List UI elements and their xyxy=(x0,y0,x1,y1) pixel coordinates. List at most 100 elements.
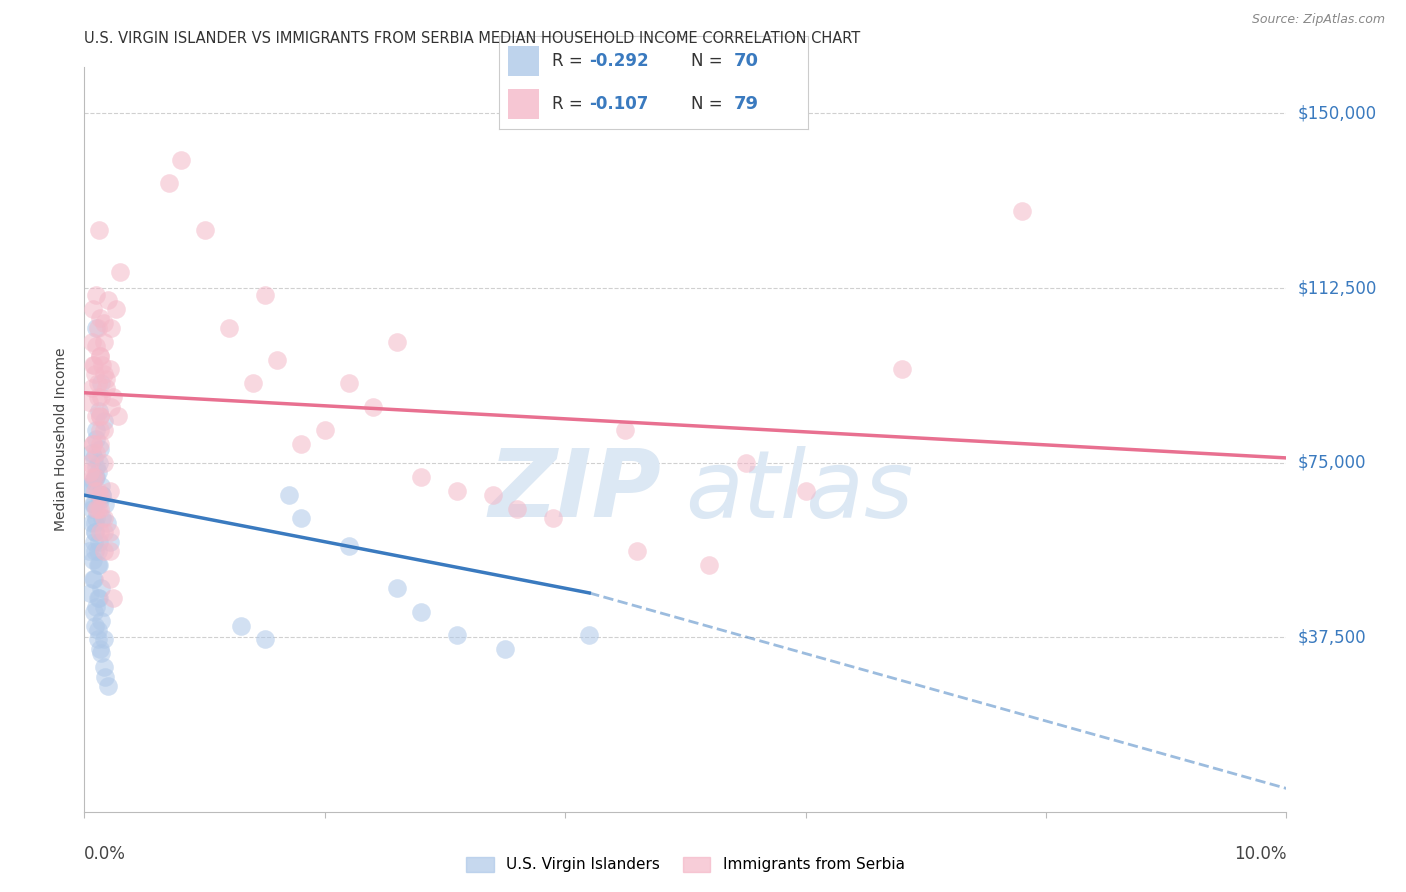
Point xyxy=(89,349,111,363)
Point xyxy=(84,469,107,483)
Point xyxy=(98,534,121,549)
Point xyxy=(82,553,104,567)
Point xyxy=(83,498,105,512)
Point xyxy=(194,223,217,237)
Point xyxy=(93,525,115,540)
Bar xyxy=(509,89,540,119)
Point xyxy=(110,265,132,279)
Point xyxy=(890,362,912,376)
Point xyxy=(86,446,108,460)
Text: N =: N = xyxy=(690,52,728,70)
Point xyxy=(409,605,432,619)
Point xyxy=(87,534,110,549)
Point xyxy=(96,516,118,530)
Point xyxy=(79,456,101,470)
Point xyxy=(87,558,110,572)
Point xyxy=(1011,204,1033,219)
Point xyxy=(86,423,108,437)
Point xyxy=(361,400,384,414)
Point xyxy=(290,511,312,525)
Point xyxy=(86,320,108,334)
Point xyxy=(91,488,114,502)
Point xyxy=(90,391,112,405)
Point xyxy=(90,647,112,661)
Point xyxy=(100,400,122,414)
Point xyxy=(98,362,121,376)
Point xyxy=(86,465,108,479)
Point xyxy=(337,376,360,391)
Point xyxy=(93,334,115,349)
Text: $150,000: $150,000 xyxy=(1298,104,1376,122)
Point xyxy=(86,558,108,572)
Point xyxy=(446,483,468,498)
Point xyxy=(93,316,115,330)
Text: 10.0%: 10.0% xyxy=(1234,846,1286,863)
Point xyxy=(89,409,111,423)
Point xyxy=(80,446,103,460)
Point xyxy=(87,223,110,237)
Point xyxy=(90,479,112,493)
Point xyxy=(83,534,105,549)
Point xyxy=(89,442,111,456)
Point xyxy=(506,502,529,516)
Point xyxy=(86,632,108,647)
Point xyxy=(79,479,101,493)
Point xyxy=(86,469,108,483)
Point xyxy=(93,599,115,614)
Text: N =: N = xyxy=(690,95,728,113)
Point xyxy=(93,632,115,647)
Point xyxy=(93,367,115,381)
Point xyxy=(84,516,107,530)
Point xyxy=(89,641,111,656)
Point xyxy=(90,582,112,596)
Point xyxy=(494,641,516,656)
Point xyxy=(98,525,121,540)
Point xyxy=(97,293,120,307)
Point xyxy=(94,381,117,395)
Point xyxy=(253,288,276,302)
Text: 0.0%: 0.0% xyxy=(84,846,127,863)
Point xyxy=(86,460,108,475)
Point xyxy=(626,544,648,558)
Point xyxy=(734,456,756,470)
Point xyxy=(290,437,312,451)
Point xyxy=(104,301,127,316)
Point xyxy=(385,334,408,349)
Point xyxy=(218,320,240,334)
Point xyxy=(578,628,600,642)
Point xyxy=(84,618,107,632)
Point xyxy=(83,605,105,619)
Point xyxy=(83,572,105,586)
Point xyxy=(80,334,103,349)
Point xyxy=(79,465,101,479)
Point xyxy=(79,479,101,493)
Point xyxy=(86,502,108,516)
Bar xyxy=(509,46,540,76)
Point xyxy=(91,511,114,525)
Text: $75,000: $75,000 xyxy=(1298,454,1367,472)
Point xyxy=(100,320,122,334)
Point xyxy=(82,469,104,483)
Point xyxy=(79,586,101,600)
Point xyxy=(91,488,114,502)
Point xyxy=(91,358,114,372)
Point xyxy=(82,474,104,488)
Point xyxy=(87,456,110,470)
Point xyxy=(337,540,360,554)
Point xyxy=(89,488,111,502)
Point xyxy=(277,488,299,502)
Point xyxy=(86,409,108,423)
Text: ZIP: ZIP xyxy=(488,445,661,538)
Point xyxy=(97,679,120,693)
Point xyxy=(253,632,276,647)
Text: $37,500: $37,500 xyxy=(1298,628,1367,646)
Point xyxy=(107,409,129,423)
Point xyxy=(93,414,115,428)
Point xyxy=(84,525,107,540)
Point xyxy=(98,572,121,586)
Point xyxy=(385,582,408,596)
Point xyxy=(82,437,104,451)
Point xyxy=(409,469,432,483)
Text: atlas: atlas xyxy=(686,446,914,537)
Point xyxy=(86,339,108,353)
